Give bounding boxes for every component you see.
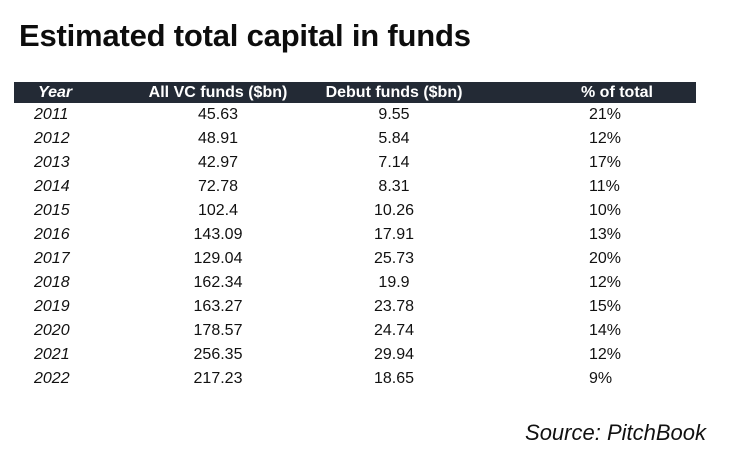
year-cell: 2013 bbox=[34, 154, 70, 171]
all-vc-funds-cell: 143.09 bbox=[193, 226, 243, 243]
debut-funds-cell: 7.14 bbox=[378, 154, 410, 171]
column-header-percent-of-total: % of total bbox=[581, 84, 653, 101]
column-header-debut-funds: Debut funds ($bn) bbox=[325, 84, 463, 101]
all-vc-funds-cell: 256.35 bbox=[193, 346, 243, 363]
percent-of-total-cell: 14% bbox=[589, 322, 622, 339]
year-cell: 2012 bbox=[34, 130, 70, 147]
year-cell: 2022 bbox=[34, 370, 70, 387]
year-cell: 2011 bbox=[34, 106, 69, 123]
debut-funds-cell: 10.26 bbox=[373, 202, 415, 219]
percent-of-total-cell: 12% bbox=[589, 346, 622, 363]
year-cell: 2017 bbox=[34, 250, 70, 267]
percent-of-total-cell: 12% bbox=[589, 130, 622, 147]
year-cell: 2015 bbox=[34, 202, 70, 219]
debut-funds-cell: 29.94 bbox=[373, 346, 415, 363]
table-row: 2019 163.27 23.78 15% bbox=[14, 295, 696, 319]
debut-funds-cell: 5.84 bbox=[378, 130, 410, 147]
source-note: Source: PitchBook bbox=[525, 420, 706, 445]
table-row: 2022 217.23 18.65 9% bbox=[14, 367, 696, 391]
year-cell: 2016 bbox=[34, 226, 70, 243]
year-cell: 2019 bbox=[34, 298, 70, 315]
debut-funds-cell: 19.9 bbox=[378, 274, 410, 291]
table-row: 2015 102.4 10.26 10% bbox=[14, 199, 696, 223]
percent-of-total-cell: 11% bbox=[589, 178, 620, 195]
year-cell: 2021 bbox=[34, 346, 70, 363]
table-row: 2017 129.04 25.73 20% bbox=[14, 247, 696, 271]
all-vc-funds-cell: 48.91 bbox=[197, 130, 239, 147]
year-cell: 2014 bbox=[34, 178, 70, 195]
percent-of-total-cell: 12% bbox=[589, 274, 622, 291]
debut-funds-cell: 23.78 bbox=[373, 298, 415, 315]
table-header: Year All VC funds ($bn) Debut funds ($bn… bbox=[14, 82, 696, 103]
all-vc-funds-cell: 178.57 bbox=[193, 322, 243, 339]
percent-of-total-cell: 15% bbox=[589, 298, 622, 315]
all-vc-funds-cell: 217.23 bbox=[193, 370, 243, 387]
capital-table: Year All VC funds ($bn) Debut funds ($bn… bbox=[14, 82, 696, 391]
capital-table-container: Year All VC funds ($bn) Debut funds ($bn… bbox=[14, 82, 696, 391]
percent-of-total-cell: 13% bbox=[589, 226, 622, 243]
page-title: Estimated total capital in funds bbox=[19, 18, 471, 53]
table-body: 2011 45.63 9.55 21% 2012 48.91 5.84 12% 2013 42.9… bbox=[14, 103, 696, 391]
debut-funds-cell: 9.55 bbox=[378, 106, 410, 123]
table-row: 2021 256.35 29.94 12% bbox=[14, 343, 696, 367]
all-vc-funds-cell: 163.27 bbox=[193, 298, 243, 315]
year-cell: 2018 bbox=[34, 274, 70, 291]
debut-funds-cell: 17.91 bbox=[373, 226, 415, 243]
table-header-row: Year All VC funds ($bn) Debut funds ($bn… bbox=[14, 82, 696, 103]
all-vc-funds-cell: 45.63 bbox=[197, 106, 239, 123]
all-vc-funds-cell: 102.4 bbox=[197, 202, 239, 219]
percent-of-total-cell: 20% bbox=[589, 250, 622, 267]
all-vc-funds-cell: 42.97 bbox=[197, 154, 239, 171]
table-row: 2020 178.57 24.74 14% bbox=[14, 319, 696, 343]
table-row: 2011 45.63 9.55 21% bbox=[14, 103, 696, 127]
column-header-year: Year bbox=[38, 84, 73, 101]
percent-of-total-cell: 17% bbox=[589, 154, 622, 171]
debut-funds-cell: 18.65 bbox=[373, 370, 415, 387]
table-row: 2014 72.78 8.31 11% bbox=[14, 175, 696, 199]
table-row: 2016 143.09 17.91 13% bbox=[14, 223, 696, 247]
table-row: 2018 162.34 19.9 12% bbox=[14, 271, 696, 295]
year-cell: 2020 bbox=[34, 322, 70, 339]
all-vc-funds-cell: 72.78 bbox=[197, 178, 239, 195]
debut-funds-cell: 25.73 bbox=[373, 250, 415, 267]
debut-funds-cell: 8.31 bbox=[378, 178, 410, 195]
debut-funds-cell: 24.74 bbox=[373, 322, 415, 339]
table-row: 2013 42.97 7.14 17% bbox=[14, 151, 696, 175]
percent-of-total-cell: 9% bbox=[589, 370, 613, 387]
all-vc-funds-cell: 162.34 bbox=[193, 274, 243, 291]
table-row: 2012 48.91 5.84 12% bbox=[14, 127, 696, 151]
percent-of-total-cell: 10% bbox=[589, 202, 622, 219]
all-vc-funds-cell: 129.04 bbox=[193, 250, 243, 267]
percent-of-total-cell: 21% bbox=[589, 106, 622, 123]
column-header-all-vc-funds: All VC funds ($bn) bbox=[148, 84, 288, 101]
